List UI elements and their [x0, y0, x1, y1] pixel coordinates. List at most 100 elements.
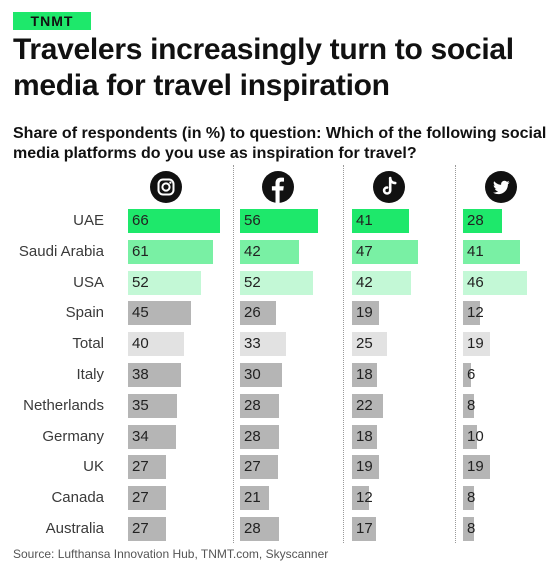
bar-instagram [128, 394, 177, 418]
value-label: 40 [132, 335, 149, 352]
value-label: 56 [244, 212, 261, 229]
bar-twitter [463, 455, 490, 479]
value-label: 19 [467, 458, 484, 475]
value-label: 19 [467, 335, 484, 352]
bar-tiktok [352, 240, 418, 264]
value-label: 8 [467, 397, 476, 414]
bar-facebook [240, 394, 279, 418]
chart-subtitle: Share of respondents (in %) to question:… [13, 125, 547, 162]
bar-tiktok [352, 486, 369, 510]
bar-instagram [128, 363, 181, 387]
country-label: Australia [45, 520, 104, 537]
value-label: 6 [467, 366, 476, 383]
country-label: Italy [76, 366, 104, 383]
country-label: USA [73, 274, 104, 291]
value-label: 41 [467, 243, 484, 260]
value-label: 8 [467, 520, 476, 537]
bar-facebook [240, 301, 276, 325]
bar-instagram [128, 301, 191, 325]
value-label: 41 [356, 212, 373, 229]
bar-twitter [463, 394, 474, 418]
country-label: UAE [73, 212, 104, 229]
value-label: 46 [467, 274, 484, 291]
bar-facebook [240, 363, 282, 387]
value-label: 28 [244, 397, 261, 414]
bar-instagram [128, 332, 184, 356]
bar-tiktok [352, 455, 379, 479]
value-label: 27 [244, 458, 261, 475]
bar-twitter [463, 425, 477, 449]
bar-facebook [240, 240, 299, 264]
bar-facebook [240, 209, 318, 233]
bar-tiktok [352, 271, 411, 295]
value-label: 33 [244, 335, 261, 352]
value-label: 12 [467, 304, 484, 321]
value-label: 61 [132, 243, 149, 260]
bar-instagram [128, 209, 220, 233]
bar-instagram [128, 240, 213, 264]
bar-tiktok [352, 363, 377, 387]
bar-tiktok [352, 394, 383, 418]
bar-tiktok [352, 332, 387, 356]
bar-twitter [463, 240, 520, 264]
chart-title: Travelers increasingly turn to social me… [13, 33, 514, 102]
value-label: 28 [244, 428, 261, 445]
value-label: 27 [132, 458, 149, 475]
column-separator [455, 165, 456, 543]
value-label: 12 [356, 489, 373, 506]
twitter-icon [485, 171, 517, 203]
bar-facebook [240, 271, 313, 295]
value-label: 26 [244, 304, 261, 321]
value-label: 47 [356, 243, 373, 260]
value-label: 25 [356, 335, 373, 352]
value-label: 28 [244, 520, 261, 537]
bar-twitter [463, 363, 471, 387]
facebook-icon [262, 171, 294, 203]
source-note: Source: Lufthansa Innovation Hub, TNMT.c… [13, 547, 329, 561]
value-label: 30 [244, 366, 261, 383]
column-separator [233, 165, 234, 543]
bar-facebook [240, 455, 278, 479]
bar-tiktok [352, 301, 379, 325]
value-label: 21 [244, 489, 261, 506]
bar-instagram [128, 271, 201, 295]
bar-facebook [240, 425, 279, 449]
country-label: UK [83, 458, 104, 475]
value-label: 27 [132, 489, 149, 506]
bar-instagram [128, 486, 166, 510]
value-label: 52 [132, 274, 149, 291]
value-label: 35 [132, 397, 149, 414]
column-separator [343, 165, 344, 543]
bar-twitter [463, 271, 527, 295]
bar-facebook [240, 517, 279, 541]
value-label: 34 [132, 428, 149, 445]
bar-tiktok [352, 425, 377, 449]
bar-twitter [463, 517, 474, 541]
bar-instagram [128, 455, 166, 479]
value-label: 18 [356, 428, 373, 445]
value-label: 22 [356, 397, 373, 414]
value-label: 45 [132, 304, 149, 321]
value-label: 8 [467, 489, 476, 506]
bar-twitter [463, 486, 474, 510]
country-label: Canada [51, 489, 104, 506]
value-label: 42 [244, 243, 261, 260]
country-label: Germany [42, 428, 104, 445]
bar-instagram [128, 425, 176, 449]
bar-instagram [128, 517, 166, 541]
country-label: Spain [65, 304, 104, 321]
value-label: 17 [356, 520, 373, 537]
bar-facebook [240, 486, 269, 510]
value-label: 66 [132, 212, 149, 229]
value-label: 18 [356, 366, 373, 383]
value-label: 38 [132, 366, 149, 383]
value-label: 27 [132, 520, 149, 537]
bar-twitter [463, 209, 502, 233]
value-label: 52 [244, 274, 261, 291]
bar-tiktok [352, 209, 409, 233]
value-label: 19 [356, 458, 373, 475]
tiktok-icon [373, 171, 405, 203]
country-label: Total [72, 335, 104, 352]
country-label: Netherlands [23, 397, 104, 414]
value-label: 10 [467, 428, 484, 445]
